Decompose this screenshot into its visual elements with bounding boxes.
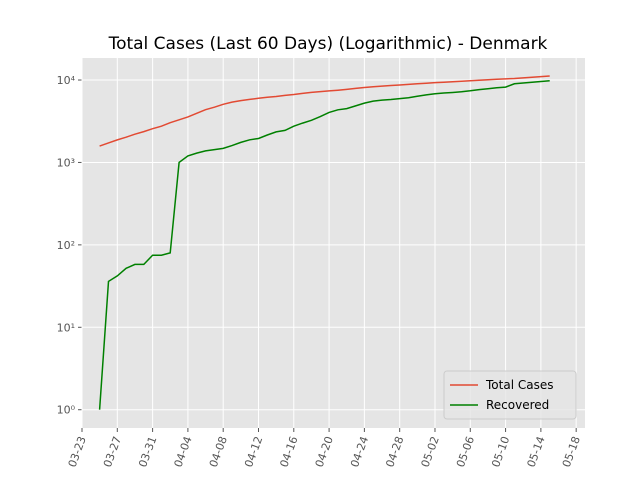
x-tick-label: 04-08: [207, 435, 230, 469]
x-tick-label: 04-28: [383, 435, 406, 469]
x-tick-label: 04-20: [313, 435, 336, 469]
x-tick-label: 05-10: [489, 435, 512, 469]
line: [98, 79, 550, 410]
x-tick-label: 05-18: [560, 435, 583, 469]
legend-box: [443, 370, 577, 420]
line: [99, 75, 550, 147]
legend-label: Recovered: [486, 398, 549, 412]
y-tick-label: 10³: [57, 156, 75, 169]
x-tick-label: 03-27: [101, 435, 124, 469]
chart-title: Total Cases (Last 60 Days) (Logarithmic)…: [108, 34, 548, 54]
x-tick-label: 03-23: [66, 435, 89, 469]
y-tick-label: 10¹: [57, 321, 75, 334]
y-tick-label: 10⁰: [57, 404, 76, 417]
x-tick-label: 04-04: [172, 435, 195, 469]
y-tick-label: 10⁴: [57, 74, 76, 87]
legend-label: Total Cases: [485, 378, 553, 392]
x-tick-label: 04-12: [242, 435, 265, 469]
x-tick-label: 05-02: [419, 435, 442, 469]
x-tick-label: 05-14: [525, 435, 548, 469]
x-tick-label: 03-31: [136, 435, 159, 469]
x-tick-label: 04-16: [277, 435, 300, 469]
plot-area: [82, 58, 585, 428]
x-tick-label: 05-06: [454, 435, 477, 469]
y-tick-label: 10²: [57, 239, 75, 252]
x-tick-label: 04-24: [348, 435, 371, 469]
legend: Total Cases Recovered: [443, 370, 577, 420]
